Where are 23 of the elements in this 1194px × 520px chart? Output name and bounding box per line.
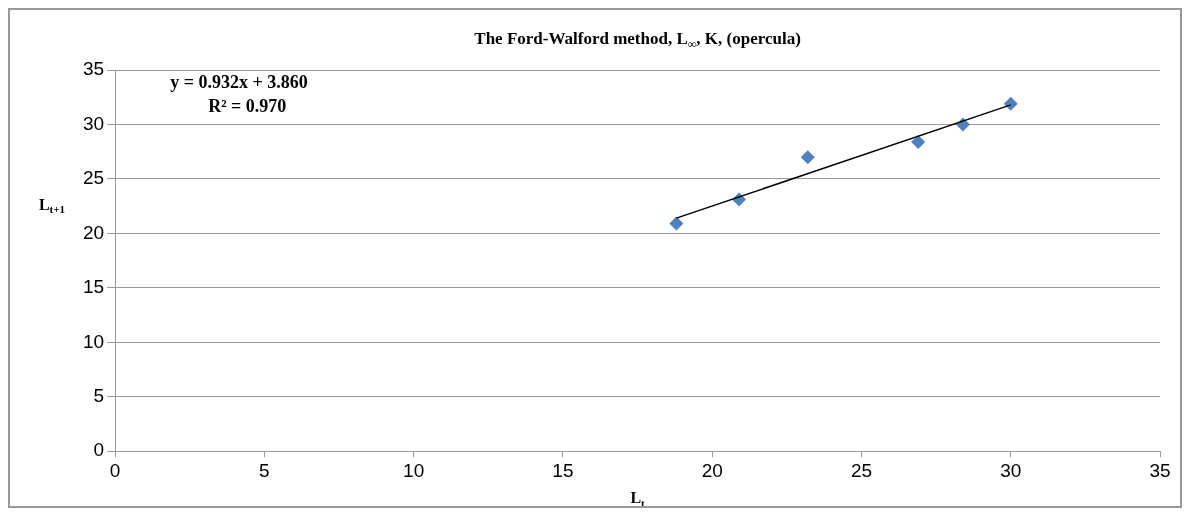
- y-tick-label: 5: [93, 384, 105, 406]
- y-tick-label: 15: [82, 276, 105, 298]
- x-tick-label: 0: [109, 459, 121, 481]
- annotation: R² = 0.970: [208, 95, 287, 116]
- y-tick-label: 25: [82, 167, 105, 189]
- y-tick-label: 35: [82, 58, 105, 80]
- x-tick-label: 20: [701, 459, 723, 481]
- x-tick-label: 10: [403, 459, 425, 481]
- x-tick-label: 15: [552, 459, 574, 481]
- point: [800, 150, 815, 165]
- y-tick-label: 20: [82, 221, 105, 243]
- point: [911, 134, 926, 149]
- point: [1003, 96, 1018, 111]
- y-tick-label: 0: [93, 439, 105, 461]
- x-tick-label: 30: [1000, 459, 1022, 481]
- chart-title: The Ford-Walford method, L∞, K, (opercula): [474, 29, 801, 52]
- annotation: y = 0.932x + 3.860: [170, 71, 308, 92]
- y-tick-label: 30: [82, 112, 105, 134]
- x-tick-label: 5: [259, 459, 270, 481]
- point: [669, 216, 684, 231]
- x-tick-label: 25: [850, 459, 873, 481]
- x-tick-label: 35: [1149, 459, 1171, 481]
- y-tick-label: 10: [82, 330, 105, 352]
